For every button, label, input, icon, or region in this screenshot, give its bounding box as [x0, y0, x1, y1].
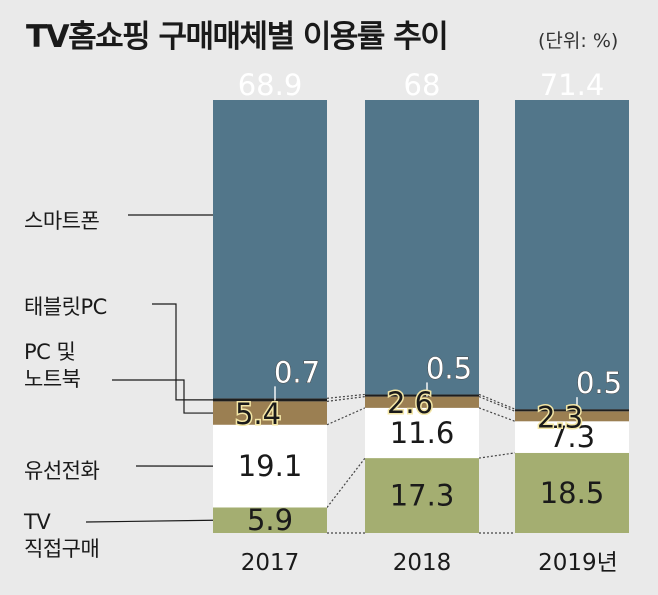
series-label: 노트북	[24, 367, 81, 391]
series-label: 스마트폰	[24, 209, 99, 233]
connector-line	[326, 407, 366, 426]
connector-lines	[326, 393, 516, 534]
x-tick-label: 2017	[241, 550, 300, 576]
value-label: 5.9	[247, 503, 293, 537]
unit-label: (단위: %)	[538, 30, 618, 52]
bar-segment-1-1	[365, 407, 479, 459]
value-label: 11.6	[390, 416, 455, 450]
bar-segment-0-3	[213, 398, 327, 402]
value-label: 2.6	[387, 386, 433, 420]
value-label: 0.7	[274, 355, 320, 389]
chart-title: TV홈쇼핑 구매매체별 이용률 추이	[26, 19, 447, 55]
value-label: 2.3	[537, 400, 583, 434]
bar-segment-0-1	[213, 424, 327, 508]
value-label: 7.3	[549, 420, 595, 454]
legend-leader-line	[85, 519, 214, 523]
connector-line	[478, 396, 516, 412]
value-label: 17.3	[390, 479, 455, 513]
value-label: 0.5	[426, 351, 472, 385]
value-label: 5.4	[235, 397, 281, 431]
bar-segment-2-0	[515, 452, 629, 533]
legend-leader-line	[112, 379, 213, 414]
value-labels: 5.919.15.40.768.917.311.62.60.56818.57.3…	[233, 68, 622, 537]
bar-segment-2-4	[515, 100, 629, 410]
bar-segment-0-4	[213, 100, 327, 399]
bar-segment-1-4	[365, 100, 479, 395]
legend-leader-line	[152, 303, 213, 401]
bar-segment-1-3	[365, 394, 479, 397]
value-label: 18.5	[540, 476, 605, 510]
bar-segment-0-2	[213, 401, 327, 425]
value-label: 68	[404, 68, 441, 102]
series-label: 직접구매	[24, 537, 99, 561]
connector-line	[478, 452, 516, 459]
value-label: 0.5	[576, 366, 622, 400]
legend-leader-lines	[85, 214, 578, 523]
bars-group	[213, 100, 629, 533]
x-tick-label: 2018	[393, 550, 452, 576]
value-label: 68.9	[238, 68, 303, 102]
bar-segment-1-2	[365, 396, 479, 408]
bar-segment-2-1	[515, 421, 629, 453]
connector-line	[478, 393, 516, 410]
value-label: 71.4	[540, 68, 605, 102]
bar-segment-2-2	[515, 411, 629, 422]
connector-line	[326, 457, 366, 508]
series-label: PC 및	[24, 340, 75, 364]
bar-segment-1-0	[365, 458, 479, 533]
x-axis-labels: 2017 2018 2019년	[241, 550, 618, 576]
connector-line	[478, 407, 516, 422]
series-label: 태블릿PC	[24, 295, 107, 319]
series-label: 유선전화	[24, 459, 99, 483]
x-tick-label: 2019년	[538, 550, 618, 576]
bar-segment-2-3	[515, 409, 629, 412]
value-label: 19.1	[238, 449, 303, 483]
series-label: TV	[23, 510, 51, 534]
bar-segment-0-0	[213, 507, 327, 533]
